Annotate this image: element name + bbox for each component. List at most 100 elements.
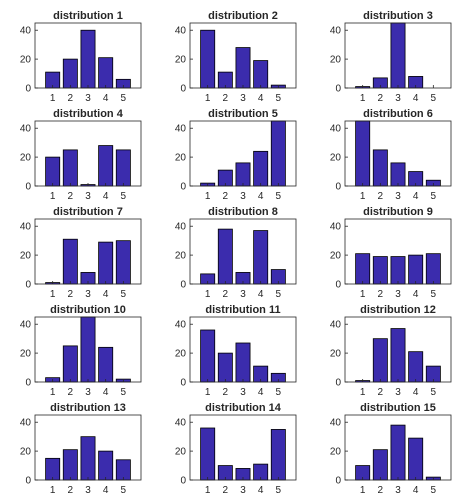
bar [62,449,78,481]
x-tick-label: 1 [360,191,366,202]
y-tick-label: 0 [25,84,31,95]
chart-title: distribution 1 [53,10,123,22]
bar [253,60,269,89]
x-tick-label: 1 [360,93,366,104]
y-tick-label: 20 [20,447,32,458]
y-tick-label: 20 [20,251,32,262]
x-tick-label: 2 [223,485,229,496]
x-tick-label: 4 [413,191,419,202]
y-tick-label: 20 [175,153,187,164]
y-tick-label: 40 [175,222,187,233]
bar [115,240,131,285]
bar [390,256,406,285]
x-tick-label: 4 [413,485,419,496]
bar [45,156,61,187]
y-tick-label: 20 [175,251,187,262]
bar [62,149,78,187]
bar [98,450,114,481]
x-tick-label: 2 [223,191,229,202]
x-tick-label: 3 [240,289,246,300]
x-tick-label: 5 [276,191,282,202]
x-tick-label: 2 [68,191,74,202]
x-tick-label: 3 [395,387,401,398]
chart-title: distribution 6 [363,108,433,120]
bar [425,253,441,285]
x-tick-label: 1 [360,289,366,300]
bar [62,58,78,89]
x-tick-label: 1 [205,387,211,398]
x-tick-label: 5 [276,387,282,398]
y-tick-label: 20 [330,55,342,66]
x-tick-label: 2 [68,93,74,104]
x-tick-label: 1 [205,93,211,104]
y-tick-label: 20 [330,447,342,458]
y-tick-label: 0 [180,84,186,95]
x-tick-label: 2 [223,387,229,398]
y-tick-label: 20 [20,349,32,360]
bar [115,149,131,187]
x-tick-label: 2 [378,191,384,202]
bar [45,457,61,481]
x-tick-label: 4 [258,387,264,398]
x-tick-label: 2 [223,93,229,104]
bar [62,238,78,285]
bar [390,328,406,383]
y-tick-label: 40 [20,320,32,331]
bar [390,22,406,89]
bar [62,345,78,383]
x-tick-label: 3 [85,191,91,202]
y-tick-label: 40 [330,320,342,331]
x-tick-label: 2 [378,485,384,496]
chart-title: distribution 13 [50,402,126,414]
chart-title: distribution 3 [363,10,433,22]
chart-title: distribution 9 [363,206,433,218]
x-tick-label: 5 [121,191,127,202]
x-tick-label: 3 [240,485,246,496]
bar [115,459,131,481]
bar [80,29,96,89]
y-tick-label: 40 [20,222,32,233]
x-tick-label: 3 [240,387,246,398]
x-tick-label: 1 [360,485,366,496]
bar [217,352,233,383]
bar [408,437,424,481]
y-tick-label: 20 [175,447,187,458]
x-tick-label: 3 [85,485,91,496]
x-tick-label: 4 [258,191,264,202]
x-tick-label: 5 [276,485,282,496]
y-tick-label: 40 [20,418,32,429]
x-tick-label: 1 [205,191,211,202]
y-tick-label: 40 [175,124,187,135]
y-tick-label: 40 [330,124,342,135]
y-tick-label: 40 [330,26,342,37]
bar [355,253,371,285]
x-tick-label: 4 [258,485,264,496]
x-tick-label: 3 [240,93,246,104]
x-tick-label: 2 [68,485,74,496]
x-tick-label: 4 [258,289,264,300]
chart-title: distribution 8 [208,206,278,218]
y-tick-label: 40 [175,418,187,429]
y-tick-label: 40 [175,320,187,331]
x-tick-label: 3 [395,93,401,104]
x-tick-label: 5 [121,93,127,104]
x-tick-label: 4 [413,387,419,398]
chart-title: distribution 11 [205,304,280,316]
y-tick-label: 0 [335,182,341,193]
bar [98,57,114,89]
chart-title: distribution 14 [205,402,282,414]
x-tick-label: 5 [431,289,437,300]
x-tick-label: 5 [431,387,437,398]
y-tick-label: 0 [25,182,31,193]
x-tick-label: 1 [360,387,366,398]
x-tick-label: 3 [395,289,401,300]
x-tick-label: 3 [85,387,91,398]
